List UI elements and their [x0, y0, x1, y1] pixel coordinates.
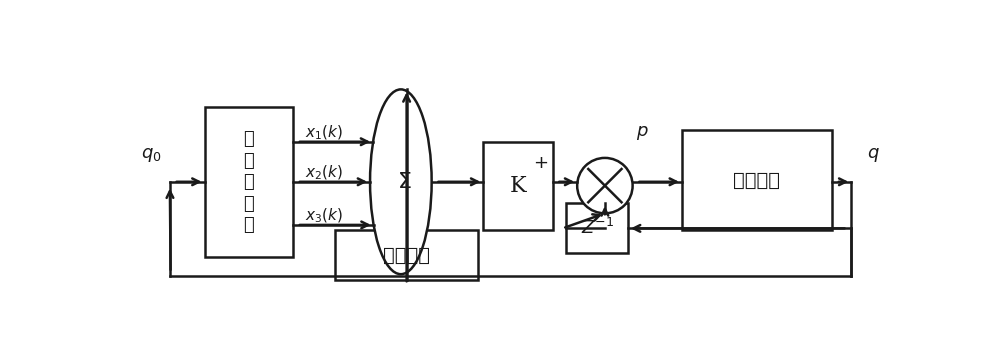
- Text: $\Sigma$: $\Sigma$: [397, 171, 412, 193]
- Bar: [566, 203, 628, 253]
- Text: $q$: $q$: [867, 146, 879, 164]
- Text: $Z^{-1}$: $Z^{-1}$: [581, 218, 614, 238]
- Text: $p$: $p$: [636, 124, 648, 142]
- Text: $q_0$: $q_0$: [141, 146, 162, 164]
- Ellipse shape: [370, 90, 432, 274]
- Bar: [335, 230, 478, 280]
- Text: $x_3(k)$: $x_3(k)$: [305, 206, 343, 225]
- Bar: [483, 142, 553, 230]
- Text: 学习方法: 学习方法: [383, 246, 430, 265]
- Circle shape: [577, 158, 633, 213]
- Bar: [205, 107, 293, 257]
- Text: 控制目标: 控制目标: [733, 171, 780, 190]
- Text: $x_2(k)$: $x_2(k)$: [305, 163, 343, 182]
- Text: $x_1(k)$: $x_1(k)$: [305, 123, 343, 142]
- Text: 状
态
转
换
器: 状 态 转 换 器: [243, 130, 254, 234]
- Bar: [682, 130, 832, 230]
- Text: $+$: $+$: [533, 154, 549, 172]
- Text: K: K: [510, 175, 526, 197]
